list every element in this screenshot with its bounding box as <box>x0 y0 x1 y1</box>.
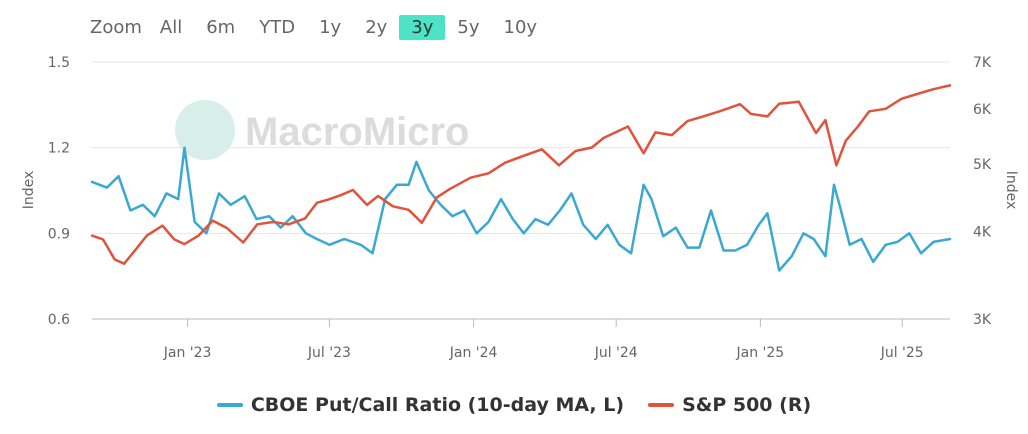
range-selector: Zoom All 6m YTD 1y 2y 3y 5y 10y <box>90 12 549 42</box>
legend-label-put-call: CBOE Put/Call Ratio (10-day MA, L) <box>250 394 625 416</box>
y-right-tick-label: 3K <box>973 312 992 328</box>
x-tick-label: Jul '25 <box>880 345 924 361</box>
zoom-button-1y[interactable]: 1y <box>319 16 342 38</box>
legend-swatch-sp500 <box>648 403 675 407</box>
y-right-tick-label: 7K <box>973 55 992 71</box>
x-tick-label: Jan '25 <box>736 345 785 361</box>
grid <box>92 61 950 320</box>
zoom-button-6m[interactable]: 6m <box>206 16 236 38</box>
y-left-tick-label: 1.5 <box>48 55 70 71</box>
legend: CBOE Put/Call Ratio (10-day MA, L) S&P 5… <box>0 394 1028 416</box>
y-right-tick-label: 5K <box>973 157 992 173</box>
x-tick-label: Jan '24 <box>449 345 498 361</box>
zoom-button-2y[interactable]: 2y <box>365 16 388 38</box>
series-line-sp500 <box>90 84 952 265</box>
legend-item-put-call[interactable]: CBOE Put/Call Ratio (10-day MA, L) <box>216 394 625 416</box>
y-right-tick-label: 4K <box>973 225 992 241</box>
zoom-button-all[interactable]: All <box>159 16 183 38</box>
zoom-button-10y[interactable]: 10y <box>503 16 538 38</box>
y-left-axis-title: Index <box>21 171 37 210</box>
legend-label-sp500: S&P 500 (R) <box>682 394 812 416</box>
y-left-tick-label: 1.2 <box>48 141 70 157</box>
zoom-button-ytd[interactable]: YTD <box>259 16 296 38</box>
x-tick-label: Jul '24 <box>594 345 638 361</box>
zoom-button-3y[interactable]: 3y <box>399 14 446 40</box>
series <box>90 84 952 272</box>
zoom-label: Zoom <box>90 16 142 38</box>
watermark: MacroMicro <box>175 100 470 160</box>
y-right-axis-title: Index <box>1003 171 1019 210</box>
watermark-text: MacroMicro <box>245 110 470 154</box>
legend-item-sp500[interactable]: S&P 500 (R) <box>648 394 811 416</box>
x-tick-label: Jan '23 <box>163 345 212 361</box>
series-line-put-call <box>90 146 952 272</box>
y-left-tick-label: 0.9 <box>48 226 70 242</box>
axes: 0.6 0.9 1.2 1.5 3K 4K 5K 6K 7K Jan '23 Jul '23 Jan … <box>21 55 1019 361</box>
zoom-button-5y[interactable]: 5y <box>457 16 480 38</box>
y-right-tick-label: 6K <box>973 102 992 118</box>
watermark-logo-icon <box>175 100 235 160</box>
legend-swatch-put-call <box>216 403 243 407</box>
y-left-tick-label: 0.6 <box>48 312 70 328</box>
chart: MacroMicro 0.6 0.9 1.2 1.5 3K 4K 5K 6K 7K Jan '23… <box>21 55 1019 361</box>
x-tick-label: Jul '23 <box>307 345 351 361</box>
